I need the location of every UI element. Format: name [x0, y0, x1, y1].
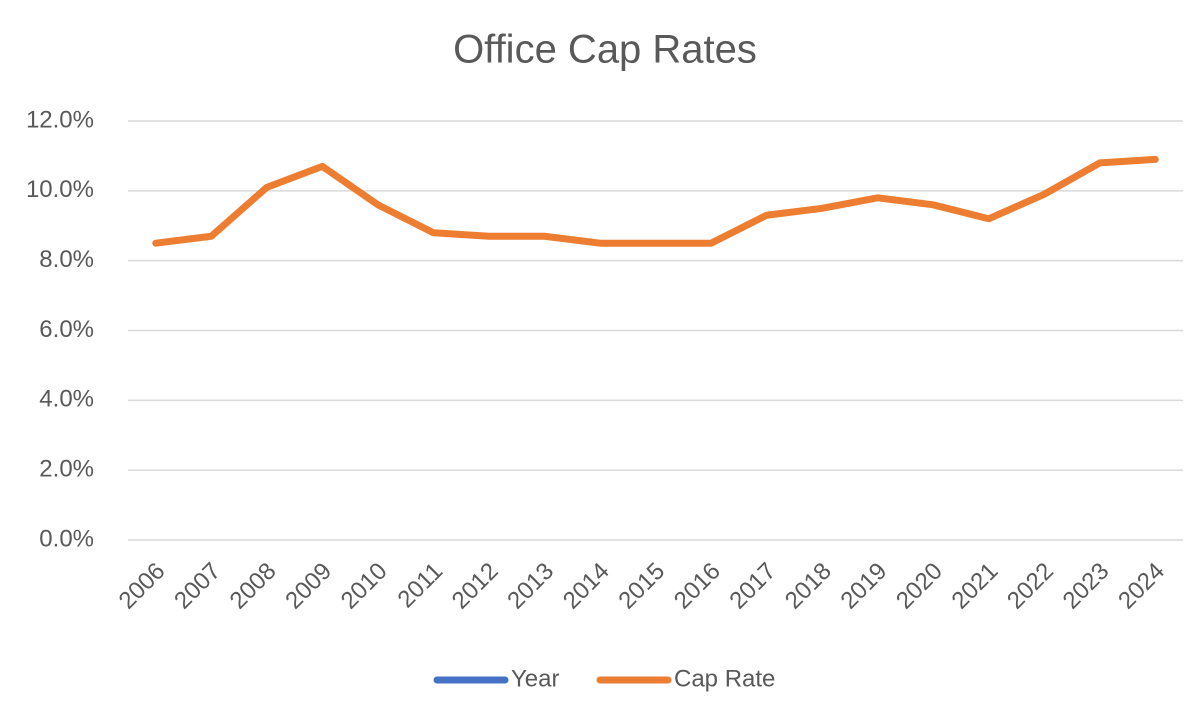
x-tick-label: 2016: [669, 558, 726, 615]
x-tick-label: 2021: [947, 558, 1004, 615]
chart-title: Office Cap Rates: [453, 28, 757, 72]
y-tick-label: 10.0%: [26, 176, 94, 203]
x-tick-label: 2008: [225, 558, 282, 615]
x-tick-label: 2018: [780, 558, 837, 615]
y-tick-label: 12.0%: [26, 106, 94, 133]
x-tick-label: 2007: [169, 558, 226, 615]
x-tick-label: 2006: [114, 558, 171, 615]
x-tick-label: 2024: [1113, 558, 1170, 615]
legend-label: Cap Rate: [674, 665, 775, 692]
x-tick-label: 2023: [1058, 558, 1115, 615]
x-tick-label: 2010: [336, 558, 393, 615]
x-tick-label: 2015: [613, 558, 670, 615]
series-line: [152, 155, 1159, 247]
x-tick-label: 2011: [393, 558, 449, 614]
x-tick-label: 2019: [835, 558, 892, 615]
x-tick-label: 2017: [724, 558, 781, 615]
y-tick-label: 8.0%: [39, 246, 94, 273]
x-tick-label: 2022: [1002, 558, 1059, 615]
x-tick-label: 2009: [280, 558, 337, 615]
legend-label: Year: [511, 665, 560, 692]
y-tick-label: 6.0%: [39, 316, 94, 343]
x-tick-label: 2014: [558, 558, 615, 615]
y-tick-label: 4.0%: [39, 386, 94, 413]
y-tick-label: 0.0%: [39, 525, 94, 552]
x-tick-label: 2020: [891, 558, 948, 615]
y-tick-label: 2.0%: [39, 456, 94, 483]
x-tick-label: 2012: [447, 558, 504, 615]
x-tick-label: 2013: [502, 558, 559, 615]
